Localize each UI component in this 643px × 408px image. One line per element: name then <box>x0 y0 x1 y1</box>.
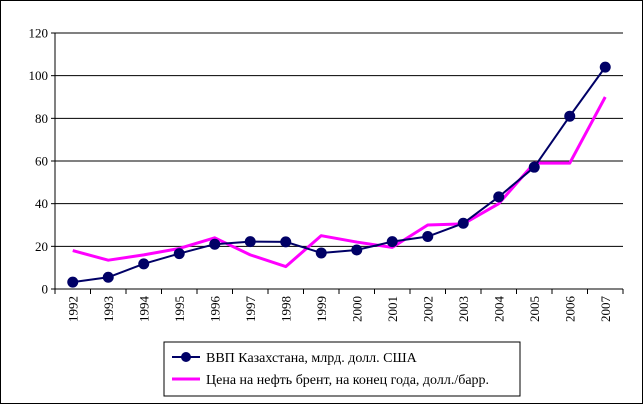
series-layer <box>67 61 611 288</box>
x-tick-label: 2000 <box>349 296 364 322</box>
x-tick-label: 1993 <box>101 296 116 322</box>
x-tick-label: 1992 <box>65 296 80 322</box>
y-tick-label: 0 <box>42 282 49 297</box>
data-point <box>315 247 327 259</box>
data-point <box>564 110 576 122</box>
data-point <box>209 238 221 250</box>
legend: ВВП Казахстана, млрд. долл. США Цена на н… <box>163 341 521 397</box>
x-tick-label: 1994 <box>136 296 151 323</box>
data-point <box>457 217 469 229</box>
data-point <box>493 191 505 203</box>
x-tick-label: 2004 <box>491 296 506 323</box>
series-line-0 <box>72 66 607 284</box>
x-tick-label: 1997 <box>243 296 258 323</box>
x-tick-label: 2003 <box>456 296 471 322</box>
x-tick-label: 2006 <box>562 296 577 323</box>
data-point <box>528 161 540 173</box>
data-point <box>599 61 611 73</box>
x-tick-label: 2007 <box>598 296 613 323</box>
y-tick-label: 80 <box>35 111 48 126</box>
data-point <box>244 236 256 248</box>
x-tick-label: 2001 <box>385 296 400 322</box>
y-tick-label: 120 <box>29 26 49 41</box>
x-tick-label: 2005 <box>527 296 542 322</box>
x-tick-label: 1999 <box>314 296 329 322</box>
x-tick-label: 2002 <box>420 296 435 322</box>
x-tick-label: 1995 <box>172 296 187 322</box>
data-point <box>386 236 398 248</box>
x-tick-label: 1998 <box>278 296 293 322</box>
y-tick-label: 40 <box>35 196 48 211</box>
x-tick-label: 1996 <box>207 296 222 323</box>
data-point <box>422 231 434 243</box>
y-tick-label: 20 <box>35 239 48 254</box>
legend-box <box>163 341 521 397</box>
legend-label: Цена на нефть брент, на конец года, долл… <box>206 373 489 388</box>
y-tick-label: 100 <box>29 68 49 83</box>
y-axis: 0 20 40 60 80 100 120 <box>29 26 56 297</box>
x-axis: 1992 1993 1994 1995 1996 1997 1998 1999 2000 2001… <box>54 288 624 323</box>
legend-label: ВВП Казахстана, млрд. долл. США <box>206 351 418 366</box>
data-point <box>351 244 363 256</box>
legend-swatch-marker <box>181 352 191 362</box>
data-point <box>138 258 150 270</box>
data-point <box>102 271 114 283</box>
data-point <box>67 276 79 288</box>
series-line-1 <box>72 96 607 269</box>
data-point <box>280 236 292 248</box>
data-point <box>173 248 185 260</box>
y-tick-label: 60 <box>35 154 48 169</box>
gridlines <box>55 32 623 247</box>
